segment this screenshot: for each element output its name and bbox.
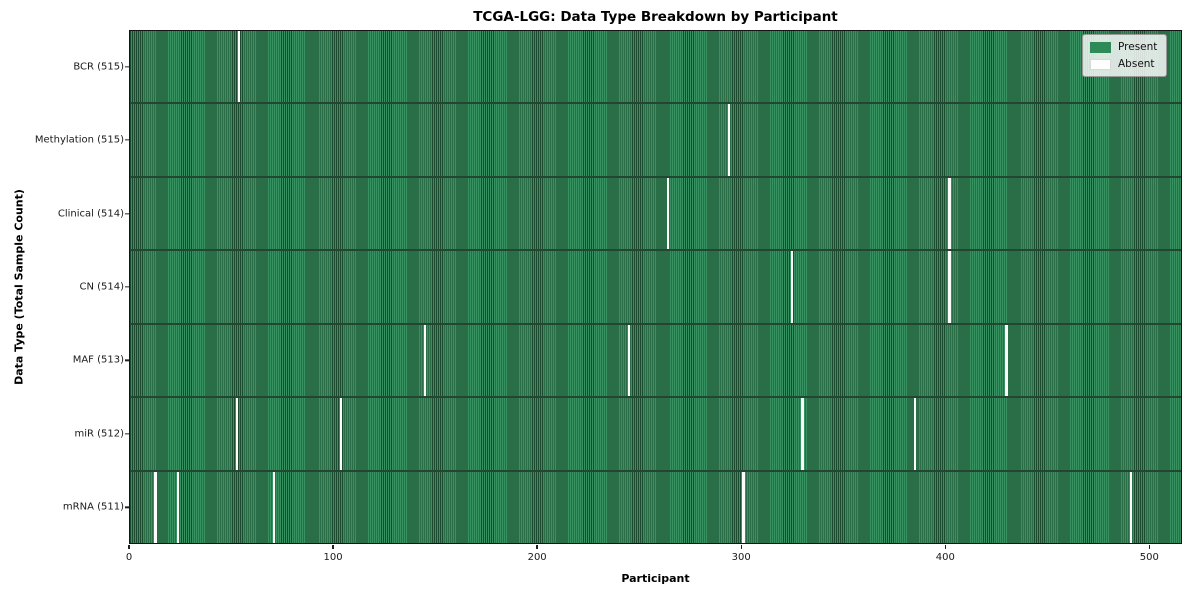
ytick-label-mir: miR (512)	[74, 428, 124, 440]
present-swatch-icon	[1090, 41, 1111, 53]
xtick-mark	[128, 545, 130, 549]
absent-marker	[742, 471, 745, 543]
ytick-label-cn: CN (514)	[79, 281, 124, 293]
absent-marker	[666, 177, 669, 250]
heatmap-row-clinical	[130, 177, 1181, 252]
legend-label-absent: Absent	[1118, 58, 1155, 70]
ytick-mark	[125, 286, 129, 288]
heatmap-row-mrna	[130, 471, 1181, 543]
absent-swatch-icon	[1090, 58, 1111, 70]
absent-marker	[272, 471, 276, 543]
absent-marker	[238, 31, 241, 103]
heatmap-row-maf	[130, 324, 1181, 399]
absent-marker	[154, 471, 157, 543]
absent-marker	[236, 398, 239, 470]
plot-area	[129, 30, 1182, 544]
legend: Present Absent	[1082, 34, 1168, 77]
absent-marker	[948, 251, 951, 323]
absent-marker	[948, 177, 951, 250]
legend-entry-present: Present	[1090, 41, 1157, 53]
absent-marker	[340, 398, 343, 470]
xtick-label: 200	[527, 552, 547, 563]
legend-label-present: Present	[1118, 41, 1158, 53]
absent-marker	[627, 324, 631, 397]
absent-marker	[801, 398, 804, 470]
absent-marker	[913, 398, 916, 470]
chart-title: TCGA-LGG: Data Type Breakdown by Partici…	[473, 9, 838, 25]
absent-marker	[423, 324, 427, 397]
xtick-mark	[536, 545, 538, 549]
xtick-label: 100	[323, 552, 343, 563]
ytick-mark	[125, 139, 129, 141]
heatmap-row-cn	[130, 251, 1181, 325]
absent-marker	[176, 471, 180, 543]
heatmap-row-mir	[130, 398, 1181, 472]
ytick-label-maf: MAF (513)	[72, 354, 124, 366]
ytick-mark	[125, 66, 129, 68]
absent-marker	[1005, 324, 1008, 397]
xtick-mark	[944, 545, 946, 549]
absent-marker	[1129, 471, 1133, 543]
ytick-mark	[125, 359, 129, 362]
ytick-mark	[125, 212, 129, 215]
xtick-mark	[740, 545, 742, 549]
xtick-label: 400	[935, 552, 955, 563]
ytick-label-methylation: Methylation (515)	[34, 134, 124, 146]
ytick-mark	[125, 506, 129, 508]
xtick-label: 300	[731, 552, 751, 563]
absent-marker	[727, 104, 731, 176]
xtick-label: 500	[1139, 552, 1159, 563]
ytick-label-mrna: mRNA (511)	[62, 501, 124, 513]
heatmap-row-bcr	[130, 31, 1181, 105]
ytick-mark	[125, 433, 129, 435]
x-axis-label: Participant	[621, 572, 690, 585]
ytick-label-clinical: Clinical (514)	[57, 208, 124, 220]
heatmap-row-methylation	[130, 104, 1181, 178]
xtick-label: 0	[125, 552, 133, 563]
legend-entry-absent: Absent	[1090, 58, 1157, 70]
absent-marker	[791, 251, 794, 323]
xtick-mark	[1148, 545, 1150, 549]
xtick-mark	[332, 545, 334, 549]
ytick-label-bcr: BCR (515)	[73, 61, 124, 73]
